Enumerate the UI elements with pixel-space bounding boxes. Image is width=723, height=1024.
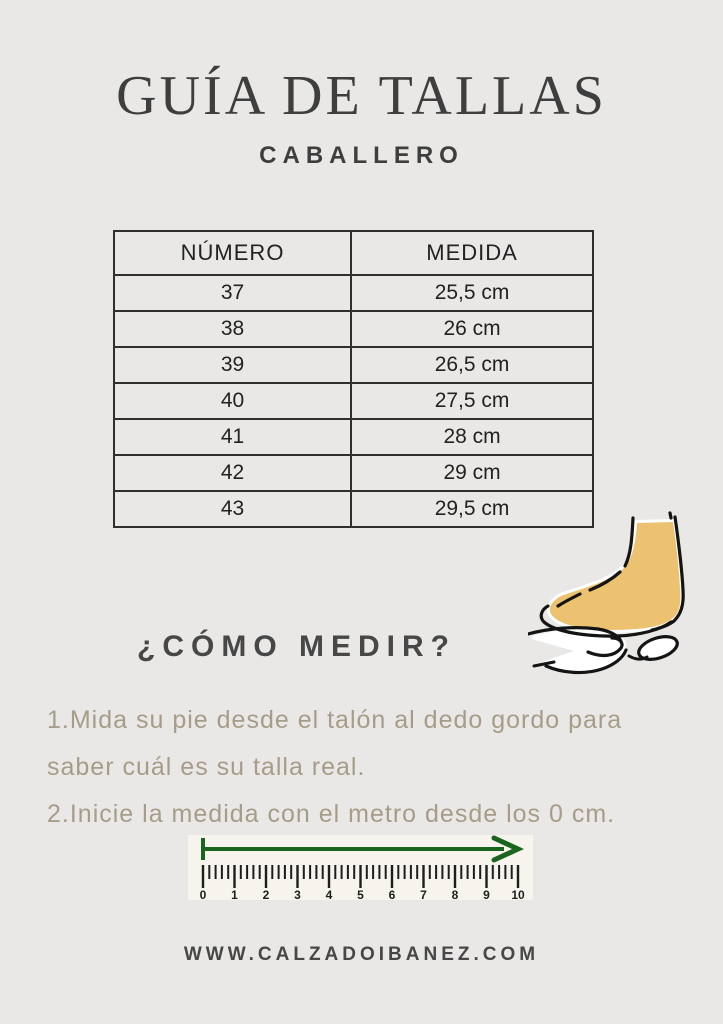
website-url[interactable]: WWW.CALZADOIBANEZ.COM [183,944,540,965]
ruler-arrow [201,835,525,863]
hand-wrist-notch [528,638,574,664]
table-cell: 41 [112,418,353,456]
hand-thumb-join [627,654,649,661]
foot-outline-bridge-dash-1 [588,570,622,592]
table-cell: 38 [112,310,353,348]
page-title: GUÍA DE TALLAS [116,65,607,127]
svg-text:5: 5 [357,888,364,900]
table-cell: 28 cm [350,418,594,456]
svg-text:2: 2 [263,888,270,900]
table-cell: 26 cm [350,310,594,348]
hand-wrist-line [532,660,556,668]
foot-outline-bridge-dash-2 [556,592,582,608]
hand-palm-shape [531,628,627,675]
svg-text:1: 1 [231,888,238,900]
size-table-body: 37 25,5 cm 38 26 cm 39 26,5 cm 40 27,5 cm 41 28 c… [112,274,594,528]
foot-outline-left [623,516,635,568]
size-table: NÚMERO MEDIDA 37 25,5 cm 38 26 cm 39 26,5 cm 4… [112,230,594,528]
table-header-medida: MEDIDA [350,230,594,276]
measure-steps: 1.Mida su pie desde el talón al dedo gor… [47,697,679,838]
table-cell: 29 cm [350,454,594,492]
svg-text:0: 0 [200,888,207,900]
ruler-svg: 0 1 2 3 4 5 6 7 8 9 10 [200,835,525,900]
foot-outline-toe-sole [539,604,673,638]
foot-outline-ankle-dash [668,511,673,520]
table-cell: 43 [112,490,353,528]
table-row: 41 28 cm [112,418,594,456]
table-row: 40 27,5 cm [112,382,594,420]
table-cell: 27,5 cm [350,382,594,420]
table-row: 39 26,5 cm [112,346,594,384]
hand-outline-bottom [544,648,628,675]
table-row: 38 26 cm [112,310,594,348]
table-header-row: NÚMERO MEDIDA [112,230,594,276]
table-row: 42 29 cm [112,454,594,492]
how-to-measure-heading: ¿CÓMO MEDIR? [137,630,456,663]
foot-on-hand-illustration [528,511,685,675]
table-header-numero: NÚMERO [112,230,353,276]
ruler-ticks [201,865,520,888]
table-cell: 39 [112,346,353,384]
measure-step-2: 2.Inicie la medida con el metro desde lo… [47,800,616,828]
svg-text:6: 6 [389,888,396,900]
svg-text:8: 8 [452,888,459,900]
table-row: 37 25,5 cm [112,274,594,312]
svg-text:3: 3 [294,888,301,900]
table-cell: 40 [112,382,353,420]
table-row: 43 29,5 cm [112,490,594,528]
page-subtitle: CABALLERO [259,142,464,169]
table-cell: 37 [112,274,353,312]
svg-text:10: 10 [511,888,525,900]
table-cell: 26,5 cm [350,346,594,384]
hand-thumb-ring [637,635,679,661]
hand-outline-finger-curl [586,636,624,658]
measure-step-1: 1.Mida su pie desde el talón al dedo gor… [47,706,623,781]
table-cell: 25,5 cm [350,274,594,312]
hand-outline-top [528,626,623,644]
table-cell: 29,5 cm [350,490,594,528]
table-cell: 42 [112,454,353,492]
ruler-graphic: 0 1 2 3 4 5 6 7 8 9 10 [188,835,533,900]
svg-text:7: 7 [420,888,427,900]
ruler-tick-labels: 0 1 2 3 4 5 6 7 8 9 10 [200,888,525,900]
svg-text:9: 9 [483,888,490,900]
svg-text:4: 4 [326,888,333,900]
